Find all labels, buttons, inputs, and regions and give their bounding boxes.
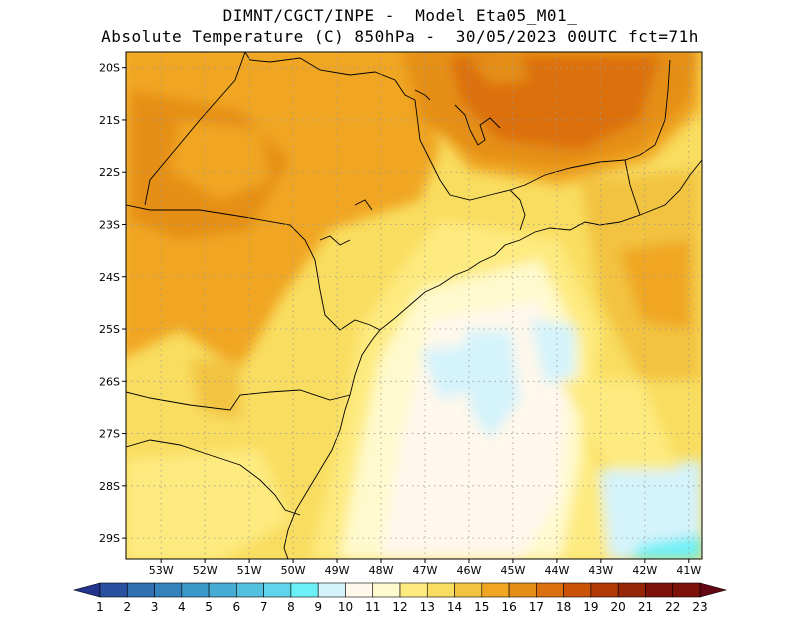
longitude-labels: 53W 52W 51W 50W 49W 48W 47W 46W 45W 44W 43W 42W 41W (149, 559, 701, 577)
colorbar-label: 10 (338, 600, 353, 614)
colorbar-label: 12 (392, 600, 407, 614)
colorbar-label: 16 (501, 600, 516, 614)
lat-tick-label: 23S (99, 218, 120, 231)
colorbar-label: 6 (233, 600, 241, 614)
colorbar-swatch (563, 582, 592, 598)
lat-tick-label: 27S (99, 428, 120, 441)
colorbar-swatch (208, 582, 237, 598)
colorbar-swatch (290, 582, 319, 598)
colorbar-swatch (590, 582, 619, 598)
coastline (283, 159, 702, 559)
colorbar-label: 8 (287, 600, 295, 614)
lon-tick-label: 45W (500, 564, 525, 577)
lat-tick-label: 24S (99, 271, 120, 284)
colorbar: 1 2 3 4 5 6 7 8 9 10 11 12 13 14 15 16 17 18 19 20 21 22 23 (72, 582, 728, 614)
lat-tick-label: 28S (99, 480, 120, 493)
lat-tick-label: 22S (99, 166, 120, 179)
colorbar-label: 15 (474, 600, 489, 614)
colorbar-arrow-low (72, 582, 101, 598)
colorbar-label: 20 (611, 600, 626, 614)
lon-tick-label: 44W (544, 564, 569, 577)
lon-tick-label: 47W (413, 564, 438, 577)
colorbar-label: 4 (178, 600, 186, 614)
colorbar-label: 17 (529, 600, 544, 614)
lat-tick-label: 20S (99, 62, 120, 75)
colorbar-swatch (454, 582, 483, 598)
colorbar-swatch (181, 582, 210, 598)
lon-tick-label: 48W (369, 564, 394, 577)
colorbar-label: 14 (447, 600, 462, 614)
colorbar-swatch (372, 582, 401, 598)
colorbar-swatch (508, 582, 537, 598)
temperature-field (126, 52, 702, 559)
colorbar-label: 1 (96, 600, 104, 614)
colorbar-swatch (317, 582, 346, 598)
lat-lon-grid (126, 52, 702, 559)
lat-tick-label: 26S (99, 375, 120, 388)
colorbar-label: 7 (260, 600, 268, 614)
colorbar-swatch (481, 582, 510, 598)
colorbar-label: 2 (123, 600, 131, 614)
lon-tick-label: 43W (588, 564, 613, 577)
lon-tick-label: 41W (676, 564, 701, 577)
colorbar-swatch (154, 582, 183, 598)
colorbar-swatch (426, 582, 455, 598)
colorbar-swatch (126, 582, 155, 598)
colorbar-swatch (617, 582, 646, 598)
colorbar-label: 19 (583, 600, 598, 614)
lat-tick-label: 29S (99, 532, 120, 545)
lon-tick-label: 51W (237, 564, 262, 577)
lat-tick-label: 21S (99, 114, 120, 127)
colorbar-label: 5 (205, 600, 213, 614)
colorbar-label: 11 (365, 600, 380, 614)
lon-tick-label: 53W (149, 564, 174, 577)
map-title-line-2: Absolute Temperature (C) 850hPa - 30/05/… (101, 27, 699, 46)
plot-frame (125, 51, 703, 560)
colorbar-swatch (263, 582, 292, 598)
colorbar-swatch (536, 582, 564, 598)
colorbar-label: 18 (556, 600, 571, 614)
lon-tick-label: 46W (457, 564, 482, 577)
lat-tick-label: 25S (99, 323, 120, 336)
map-title-line-1: DIMNT/CGCT/INPE - Model Eta05_M01_ (222, 6, 578, 25)
colorbar-swatch (672, 582, 701, 598)
lon-tick-label: 42W (632, 564, 657, 577)
lon-tick-label: 50W (281, 564, 306, 577)
colorbar-label: 13 (420, 600, 435, 614)
colorbar-swatch (236, 582, 264, 598)
colorbar-swatch (99, 582, 128, 598)
colorbar-label: 21 (638, 600, 653, 614)
colorbar-swatch (399, 582, 428, 598)
colorbar-label: 3 (151, 600, 159, 614)
colorbar-swatch (645, 582, 674, 598)
latitude-labels: 20S 21S 22S 23S 24S 25S 26S 27S 28S 29S (99, 62, 126, 545)
coastline-and-borders (126, 52, 702, 559)
colorbar-arrow-high (699, 582, 728, 598)
colorbar-swatch (345, 582, 374, 598)
lon-tick-label: 49W (325, 564, 350, 577)
colorbar-label: 9 (314, 600, 322, 614)
lon-tick-label: 52W (193, 564, 218, 577)
colorbar-label: 22 (665, 600, 680, 614)
colorbar-label: 23 (692, 600, 707, 614)
